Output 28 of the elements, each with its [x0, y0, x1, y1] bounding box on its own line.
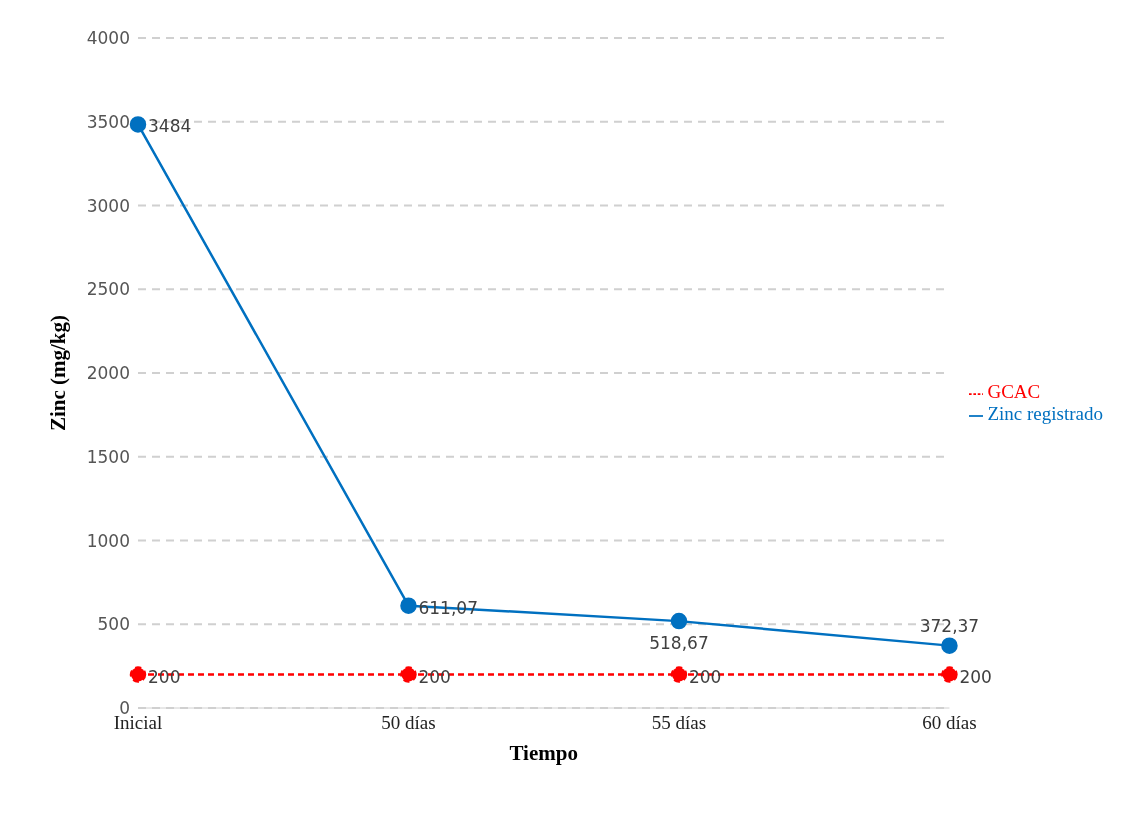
- y-tick-label: 3000: [86, 195, 130, 216]
- point: [941, 637, 958, 654]
- legend-label: Zinc registrado: [987, 403, 1103, 424]
- point: [400, 666, 417, 683]
- data-label: 518,67: [649, 633, 709, 654]
- y-tick-label: 1000: [86, 530, 130, 551]
- x-tick-label: 50 días: [381, 712, 436, 734]
- data-label: 200: [959, 666, 992, 687]
- y-axis-title: Zinc (mg/kg): [46, 314, 71, 432]
- legend-label: GCAC: [987, 381, 1041, 402]
- point: [129, 666, 147, 683]
- x-tick-label: 60 días: [922, 712, 977, 734]
- data-label: 3484: [148, 116, 192, 137]
- y-tick-label: 1500: [86, 446, 130, 467]
- y-tick-label: 4000: [86, 28, 130, 49]
- y-tick-label: 3500: [86, 111, 130, 132]
- x-tick-label: 55 días: [651, 712, 707, 734]
- point: [400, 597, 417, 614]
- data-label: 372,37: [919, 615, 980, 636]
- point: [941, 666, 958, 683]
- x-axis-title: Tiempo: [509, 741, 578, 765]
- point: [129, 116, 147, 133]
- y-tick-label: 2500: [86, 279, 130, 300]
- y-tick-label: 2000: [86, 363, 130, 384]
- point: [670, 666, 688, 683]
- y-tick-label: 0: [119, 698, 130, 719]
- y-tick-label: 500: [97, 614, 130, 635]
- point: [670, 612, 688, 630]
